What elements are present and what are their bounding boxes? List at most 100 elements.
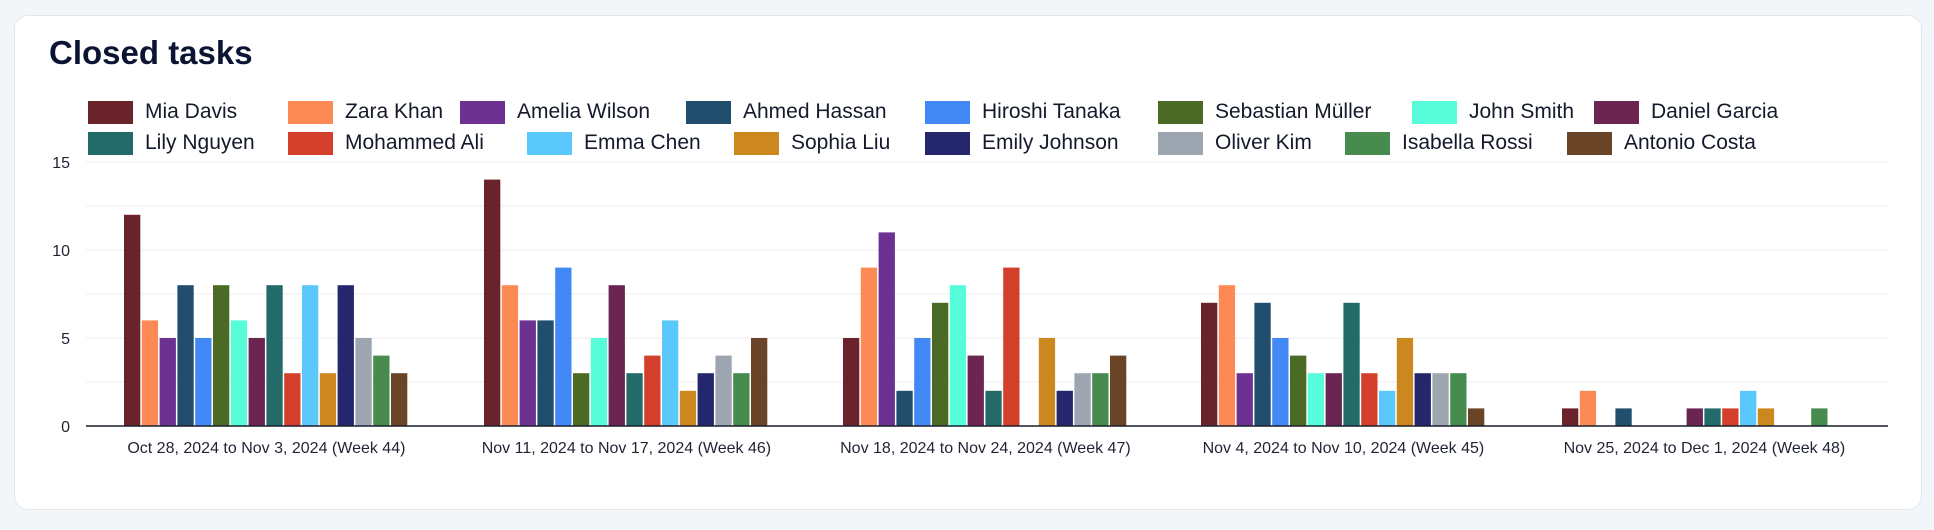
bar[interactable]: Daniel Garcia: 3 (1325, 373, 1342, 426)
bar[interactable]: Mohammed Ali: 1 (1722, 408, 1739, 426)
bar[interactable]: Antonio Costa: 1 (1468, 408, 1485, 426)
bar[interactable]: Daniel Garcia: 4 (967, 355, 984, 426)
bar[interactable]: Isabella Rossi: 3 (1092, 373, 1109, 426)
bar[interactable]: Isabella Rossi: 1 (1811, 408, 1828, 426)
bar[interactable]: Zara Khan: 2 (1579, 390, 1597, 426)
bar[interactable]: Mohammed Ali: 4 (644, 355, 661, 426)
bar[interactable]: John Smith: 3 (1307, 373, 1325, 426)
legend-item[interactable]: Antonio Costa (1567, 131, 1756, 155)
bar[interactable]: Emma Chen: 2 (1379, 390, 1396, 426)
bar[interactable]: Zara Khan: 9 (860, 267, 878, 426)
bar[interactable]: Emily Johnson: 8 (337, 285, 354, 426)
bar[interactable]: John Smith: 8 (949, 285, 967, 426)
bar[interactable]: Sophia Liu: 3 (319, 373, 337, 426)
legend-swatch (1345, 131, 1390, 155)
bar[interactable]: Hiroshi Tanaka: 5 (195, 338, 212, 426)
legend-label: Emma Chen (584, 131, 701, 154)
bar[interactable]: Daniel Garcia: 8 (608, 285, 625, 426)
legend-item[interactable]: Emily Johnson (925, 131, 1119, 155)
legend-label: Antonio Costa (1624, 131, 1756, 154)
legend-item[interactable]: Zara Khan (288, 100, 443, 124)
legend-item[interactable]: John Smith (1412, 100, 1574, 124)
bar[interactable]: Zara Khan: 8 (501, 285, 519, 426)
legend-swatch (88, 131, 133, 155)
legend-item[interactable]: Ahmed Hassan (686, 100, 887, 124)
bar[interactable]: Emma Chen: 8 (302, 285, 319, 426)
bar[interactable]: Mia Davis: 12 (124, 214, 141, 426)
legend-item[interactable]: Daniel Garcia (1594, 100, 1778, 124)
bar[interactable]: John Smith: 5 (590, 338, 608, 426)
x-tick-label: Nov 18, 2024 to Nov 24, 2024 (Week 47) (840, 440, 1131, 457)
bar[interactable]: Ahmed Hassan: 8 (177, 285, 194, 426)
chart-card: Closed tasks (14, 15, 1922, 510)
bar[interactable]: Ahmed Hassan: 1 (1615, 408, 1632, 426)
legend-item[interactable]: Isabella Rossi (1345, 131, 1533, 155)
bar[interactable]: Antonio Costa: 4 (1110, 355, 1127, 426)
bar[interactable]: Sebastian Müller: 4 (1290, 355, 1307, 426)
legend-item[interactable]: Sebastian Müller (1158, 100, 1371, 124)
bar[interactable]: Oliver Kim: 3 (1432, 373, 1449, 426)
bar[interactable]: John Smith: 6 (230, 320, 248, 426)
bar[interactable]: Ahmed Hassan: 7 (1254, 302, 1271, 426)
bar[interactable]: Mia Davis: 5 (843, 338, 860, 426)
bar[interactable]: Emma Chen: 6 (662, 320, 679, 426)
bar[interactable]: Sophia Liu: 1 (1757, 408, 1775, 426)
bar[interactable]: Zara Khan: 6 (141, 320, 159, 426)
bar[interactable]: Hiroshi Tanaka: 5 (1272, 338, 1289, 426)
bar[interactable]: Lily Nguyen: 8 (266, 285, 283, 426)
bar[interactable]: Lily Nguyen: 7 (1343, 302, 1360, 426)
bar[interactable]: Amelia Wilson: 6 (519, 320, 536, 426)
bar[interactable]: Sophia Liu: 5 (1396, 338, 1414, 426)
legend-swatch (1158, 100, 1203, 124)
bar[interactable]: Zara Khan: 8 (1218, 285, 1236, 426)
legend-label: Sophia Liu (791, 131, 891, 154)
bar[interactable]: Isabella Rossi: 4 (373, 355, 390, 426)
bar[interactable]: Antonio Costa: 5 (751, 338, 768, 426)
bar[interactable]: Amelia Wilson: 5 (159, 338, 176, 426)
bar[interactable]: Sebastian Müller: 3 (573, 373, 590, 426)
legend-item[interactable]: Hiroshi Tanaka (925, 100, 1121, 124)
legend-item[interactable]: Amelia Wilson (460, 100, 650, 124)
bar[interactable]: Lily Nguyen: 3 (626, 373, 643, 426)
bar[interactable]: Emily Johnson: 3 (1414, 373, 1431, 426)
bar[interactable]: Daniel Garcia: 1 (1686, 408, 1703, 426)
bar[interactable]: Mohammed Ali: 3 (1361, 373, 1378, 426)
bar[interactable]: Antonio Costa: 3 (391, 373, 408, 426)
legend-item[interactable]: Emma Chen (527, 131, 701, 155)
bar[interactable]: Oliver Kim: 5 (355, 338, 372, 426)
legend-label: Sebastian Müller (1215, 100, 1372, 123)
bar[interactable]: Sebastian Müller: 8 (213, 285, 230, 426)
bar[interactable]: Ahmed Hassan: 2 (896, 390, 913, 426)
legend-item[interactable]: Lily Nguyen (88, 131, 255, 155)
legend-item[interactable]: Mia Davis (88, 100, 237, 124)
bar[interactable]: Oliver Kim: 3 (1074, 373, 1091, 426)
bar[interactable]: Daniel Garcia: 5 (248, 338, 265, 426)
bar[interactable]: Sebastian Müller: 7 (932, 302, 949, 426)
legend-label: Hiroshi Tanaka (982, 100, 1121, 123)
legend-item[interactable]: Sophia Liu (734, 131, 890, 155)
bar[interactable]: Lily Nguyen: 1 (1704, 408, 1721, 426)
bar[interactable]: Emily Johnson: 3 (697, 373, 714, 426)
bar[interactable]: Sophia Liu: 5 (1038, 338, 1056, 426)
legend-item[interactable]: Mohammed Ali (288, 131, 484, 155)
bar[interactable]: Ahmed Hassan: 6 (537, 320, 554, 426)
bar[interactable]: Hiroshi Tanaka: 9 (555, 267, 572, 426)
bar[interactable]: Mia Davis: 1 (1562, 408, 1579, 426)
bar[interactable]: Mia Davis: 14 (484, 179, 501, 426)
bar[interactable]: Lily Nguyen: 2 (985, 390, 1002, 426)
legend-swatch (460, 100, 505, 124)
bar[interactable]: Isabella Rossi: 3 (733, 373, 750, 426)
bar[interactable]: Emma Chen: 2 (1740, 390, 1757, 426)
bar[interactable]: Mohammed Ali: 3 (284, 373, 301, 426)
bar[interactable]: Amelia Wilson: 3 (1236, 373, 1253, 426)
bar[interactable]: Amelia Wilson: 11 (878, 232, 895, 426)
bar[interactable]: Sophia Liu: 2 (679, 390, 697, 426)
bar[interactable]: Hiroshi Tanaka: 5 (914, 338, 931, 426)
bar[interactable]: Isabella Rossi: 3 (1450, 373, 1467, 426)
bar[interactable]: Emily Johnson: 2 (1056, 390, 1073, 426)
bar[interactable]: Mia Davis: 7 (1201, 302, 1218, 426)
bar[interactable]: Mohammed Ali: 9 (1003, 267, 1020, 426)
bar[interactable]: Oliver Kim: 4 (715, 355, 732, 426)
legend-label: Mia Davis (145, 100, 238, 123)
legend-item[interactable]: Oliver Kim (1158, 131, 1312, 155)
